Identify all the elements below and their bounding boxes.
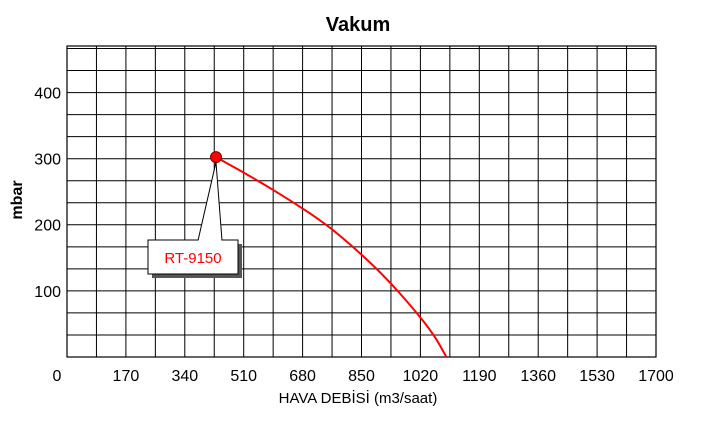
x-tick-label: 1530	[579, 368, 615, 385]
y-tick-label: 300	[34, 151, 61, 168]
callout-pointer	[197, 162, 223, 241]
y-tick-label: 200	[34, 218, 61, 235]
callout-box	[147, 239, 239, 275]
x-tick-label: 510	[230, 368, 257, 385]
series-layer	[209, 151, 448, 358]
y-axis-ticks: 100 200 300 400	[34, 85, 61, 301]
annotation-layer: RT-9150	[147, 162, 242, 278]
x-tick-label: 1700	[638, 368, 674, 385]
series-line-rt-9150	[215, 156, 448, 358]
plot-grid	[66, 45, 657, 358]
plot-frame	[66, 45, 657, 358]
x-tick-label: 1020	[403, 368, 439, 385]
x-tick-label: 340	[171, 368, 198, 385]
data-point-marker	[209, 151, 222, 164]
y-tick-label: 400	[34, 85, 61, 102]
y-tick-label: 100	[34, 284, 61, 301]
x-tick-label: 850	[348, 368, 375, 385]
x-tick-label: 1190	[462, 368, 497, 385]
callout-label: RT-9150	[164, 250, 221, 267]
x-tick-label: 0	[53, 368, 62, 385]
chart-title: Vakum	[326, 14, 390, 36]
x-axis-ticks: 0 170 340 510 680 850 1020 1190 1360 1530 1700	[53, 368, 674, 385]
x-tick-label: 1360	[520, 368, 556, 385]
x-tick-label: 170	[113, 368, 140, 385]
x-tick-label: 680	[289, 368, 316, 385]
y-axis-label: mbar	[9, 180, 26, 219]
x-axis-label: HAVA DEBİSİ (m3/saat)	[279, 389, 438, 407]
